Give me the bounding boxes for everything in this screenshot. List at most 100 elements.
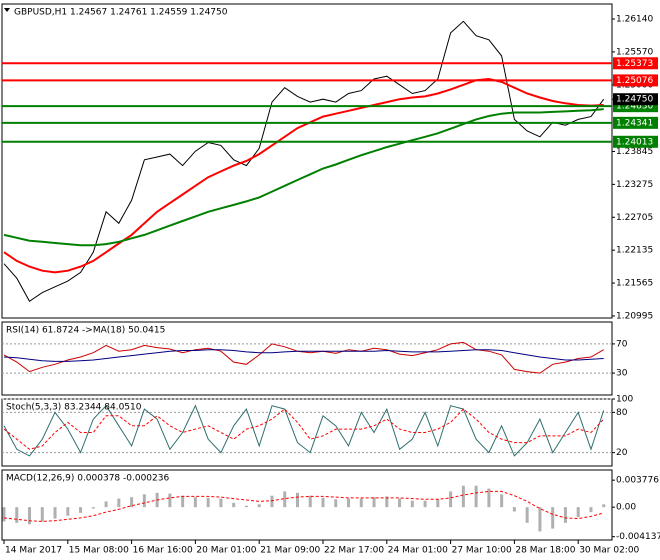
- histogram-bar: [257, 504, 261, 508]
- histogram-bar: [15, 507, 19, 523]
- menu-arrow: [4, 8, 10, 12]
- y-tick-label: 0.003776: [616, 476, 659, 486]
- panel-title: RSI(14) 61.8724 ->MA(18) 50.0415: [6, 326, 165, 336]
- histogram-bar: [28, 507, 32, 525]
- price-tag: [613, 116, 658, 129]
- histogram-bar: [385, 496, 389, 508]
- histogram-bar: [244, 505, 248, 508]
- histogram-bar: [308, 495, 312, 508]
- histogram-bar: [295, 492, 299, 508]
- histogram-bar: [410, 500, 414, 508]
- price-tag-label: 1.25373: [616, 59, 653, 69]
- series-line: [3, 490, 604, 522]
- histogram-bar: [206, 497, 210, 508]
- series-line: [3, 341, 604, 374]
- price-tag-label: 1.25076: [616, 76, 653, 86]
- x-tick-label: 15 Mar 08:00: [69, 546, 129, 556]
- histogram-bar: [398, 498, 402, 508]
- histogram-bar: [181, 495, 185, 508]
- y-tick-label: 80: [616, 408, 628, 418]
- histogram-bar: [66, 507, 70, 516]
- price-tag-label: 1.24341: [616, 118, 653, 128]
- panel-frame: [1, 321, 613, 396]
- y-tick-label: 1.26140: [616, 15, 653, 25]
- price-tag-label: 1.24750: [616, 95, 653, 105]
- y-tick-label: 1.23845: [616, 147, 653, 157]
- x-tick-label: 20 Mar 01:00: [196, 546, 256, 556]
- price-tag-label: 1.24013: [616, 137, 653, 147]
- histogram-bar: [474, 485, 478, 508]
- series-line: [3, 20, 605, 303]
- histogram-bar: [53, 507, 57, 519]
- histogram-bar: [142, 494, 146, 508]
- histogram-bar: [449, 491, 453, 508]
- histogram-bar: [461, 485, 465, 508]
- histogram-bar: [436, 499, 440, 508]
- histogram-bar: [40, 507, 44, 522]
- histogram-bar: [538, 507, 542, 532]
- y-tick-label: 1.25570: [616, 47, 653, 57]
- panel-title: MACD(12,26,9) 0.000378 -0.000236: [6, 474, 169, 484]
- histogram-bar: [576, 507, 580, 518]
- y-tick-label: 1.22135: [616, 246, 653, 256]
- y-tick-label: 1.23275: [616, 180, 653, 190]
- y-tick-label: 30: [616, 369, 628, 379]
- panel-title: GBPUSD,H1 1.24567 1.24761 1.24559 1.2475…: [14, 8, 228, 18]
- histogram-bar: [512, 507, 516, 512]
- series-line: [3, 108, 604, 247]
- histogram-bar: [117, 498, 121, 508]
- histogram-bar: [334, 499, 338, 508]
- histogram-bar: [91, 507, 95, 509]
- histogram-bar: [589, 507, 593, 513]
- histogram-bar: [551, 507, 555, 529]
- x-tick-label: 14 Mar 2017: [5, 546, 62, 556]
- histogram-bar: [2, 507, 6, 522]
- x-tick-label: 16 Mar 16:00: [133, 546, 193, 556]
- y-tick-label: 100: [616, 395, 633, 405]
- histogram-bar: [423, 500, 427, 508]
- panel-frame: [1, 469, 613, 541]
- histogram-bar: [525, 507, 529, 523]
- y-tick-label: 70: [616, 339, 628, 349]
- price-tag: [613, 74, 658, 87]
- histogram-bar: [321, 497, 325, 508]
- histogram-bar: [168, 493, 172, 508]
- histogram-bar: [79, 507, 83, 513]
- price-tag: [613, 93, 658, 106]
- panel-title: Stoch(5,3,3) 83.2344 84.0510: [6, 403, 142, 413]
- x-tick-label: 28 Mar 18:00: [515, 546, 575, 556]
- y-tick-label: 20: [616, 448, 628, 458]
- series-line: [3, 404, 605, 457]
- histogram-bar: [372, 497, 376, 508]
- histogram-bar: [270, 495, 274, 508]
- series-line: [3, 349, 604, 362]
- x-tick-label: 22 Mar 17:00: [324, 546, 384, 556]
- histogram-bar: [283, 491, 287, 508]
- histogram-bar: [130, 497, 134, 508]
- histogram-bar: [193, 497, 197, 508]
- histogram-bar: [347, 498, 351, 508]
- y-tick-label: 1.21565: [616, 279, 653, 289]
- histogram-bar: [232, 502, 236, 508]
- histogram-bar: [487, 488, 491, 508]
- x-tick-label: 30 Mar 02:00: [579, 546, 639, 556]
- series-line: [3, 408, 605, 450]
- y-tick-label: 0.00: [616, 503, 636, 513]
- panel-frame: [1, 3, 613, 319]
- histogram-bar: [563, 507, 567, 523]
- series-line: [3, 77, 604, 274]
- histogram-bar: [219, 498, 223, 508]
- histogram-bar: [500, 494, 504, 508]
- histogram-bar: [104, 501, 108, 508]
- histogram-bar: [602, 504, 606, 508]
- histogram-bar: [359, 498, 363, 508]
- x-tick-label: 24 Mar 01:00: [388, 546, 448, 556]
- y-tick-label: 1.20995: [616, 311, 653, 321]
- price-tag: [613, 135, 658, 148]
- x-tick-label: 27 Mar 10:00: [452, 546, 512, 556]
- price-tag: [613, 57, 658, 70]
- y-tick-label: -0.004137: [616, 532, 660, 542]
